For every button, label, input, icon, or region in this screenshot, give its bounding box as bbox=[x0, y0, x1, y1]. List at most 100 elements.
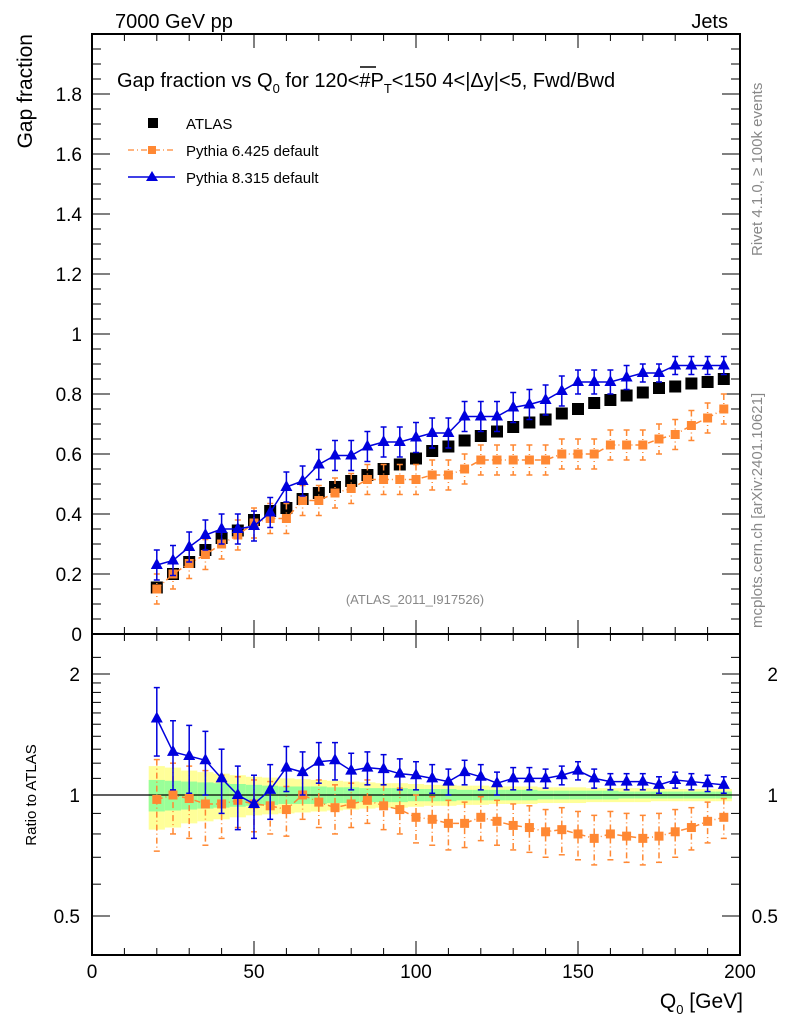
pythia6-ratio-point bbox=[622, 831, 632, 841]
pythia8-mc-point bbox=[199, 528, 212, 539]
x-label-sub: 0 bbox=[676, 1002, 683, 1017]
pythia6-mc-point bbox=[395, 475, 405, 484]
pythia8-ratio bbox=[150, 686, 730, 840]
pythia6-mc-point bbox=[281, 514, 291, 523]
pythia6-mc-point bbox=[330, 488, 340, 498]
pythia8-ratio-point bbox=[296, 765, 309, 777]
pythia8-mc-point bbox=[685, 358, 698, 370]
x-tick-labels: 0 50 100 150 200 bbox=[87, 962, 756, 983]
atlas-data-point bbox=[636, 386, 649, 399]
pythia8-ratio-point bbox=[491, 776, 503, 788]
pythia6-mc-line bbox=[156, 408, 725, 590]
atlas-data-point bbox=[555, 407, 568, 420]
pythia6-ratio-point bbox=[638, 833, 648, 843]
pythia8-ratio-point bbox=[669, 772, 682, 784]
pythia8-ratio-point bbox=[410, 768, 422, 780]
atlas-data-point bbox=[588, 397, 601, 409]
pythia6-mc-point bbox=[670, 430, 680, 439]
title-pbar: P bbox=[370, 70, 383, 92]
atlas-data-point bbox=[474, 430, 487, 442]
pythia6-ratio-point bbox=[362, 795, 372, 805]
pythia6-ratio-point bbox=[492, 816, 502, 826]
x-tick-label: 150 bbox=[562, 962, 594, 983]
pythia6-ratio-point bbox=[460, 818, 470, 828]
pythia6-ratio-point bbox=[200, 799, 210, 809]
pythia6-ratio-point bbox=[541, 827, 551, 837]
atlas-data-point bbox=[539, 413, 552, 426]
pythia8-mc-point bbox=[264, 505, 277, 517]
pythia6-ratio-point bbox=[670, 827, 680, 837]
pythia8-mc-point bbox=[701, 358, 714, 370]
atlas-data-point bbox=[620, 389, 633, 402]
pythia8-mc-point bbox=[491, 409, 503, 421]
header-left: 7000 GeV pp bbox=[115, 11, 233, 33]
atlas-data-point bbox=[572, 403, 584, 415]
title-part-a: Gap fraction vs Q bbox=[117, 70, 273, 92]
y-tick-label: 1.2 bbox=[56, 265, 82, 286]
pythia8-ratio-point bbox=[653, 777, 665, 789]
pythia6-ratio-point bbox=[427, 814, 437, 824]
pythia8-ratio-point bbox=[539, 771, 552, 783]
main-series bbox=[150, 355, 730, 605]
svg-text:Gap fraction vs Q0 for 120<#PT: Gap fraction vs Q0 for 120<#PT<150 4<|Δy… bbox=[117, 70, 615, 96]
pythia8-mc-point bbox=[507, 400, 520, 412]
atlas-data-point bbox=[669, 380, 682, 393]
pythia8-mc-point bbox=[280, 480, 293, 491]
pythia6-mc-point bbox=[200, 550, 210, 559]
pythia8-mc-point bbox=[393, 435, 406, 446]
pythia6-ratio-point bbox=[443, 818, 453, 828]
rivet-label: Rivet 4.1.0, ≥ 100k events bbox=[749, 83, 766, 256]
pythia6-ratio-point bbox=[557, 825, 567, 835]
x-axis-label: Q0 [GeV] bbox=[660, 990, 743, 1017]
pythia6-ratio-point bbox=[346, 799, 356, 809]
y-tick-label: 1.4 bbox=[56, 205, 83, 226]
pythia8-mc-point bbox=[410, 430, 422, 442]
pythia8-mc-point bbox=[296, 474, 309, 485]
pythia6-mc-point bbox=[298, 496, 308, 505]
pythia6-mc-point bbox=[443, 470, 453, 480]
atlas-data-point bbox=[717, 373, 730, 385]
legend-item-atlas: ATLAS bbox=[148, 116, 232, 133]
pythia8-mc-point bbox=[539, 393, 552, 404]
pythia6-mc bbox=[152, 393, 729, 605]
legend-marker-pythia6 bbox=[148, 146, 156, 154]
atlas-data-point bbox=[701, 376, 714, 388]
ratio-y-tick-label-right: 1 bbox=[767, 786, 778, 807]
pythia8-ratio-point bbox=[474, 769, 487, 781]
pythia6-mc-point bbox=[492, 455, 502, 465]
ratio-y-tick-label-right: 0.5 bbox=[752, 907, 778, 928]
main-title: Gap fraction vs Q0 for 120<#PT<150 4<|Δy… bbox=[117, 66, 615, 96]
title-sub-t: T bbox=[384, 81, 392, 96]
pythia8-ratio-point bbox=[442, 774, 455, 786]
pythia8-ratio-point bbox=[183, 749, 196, 761]
pythia6-ratio-point bbox=[314, 797, 324, 807]
pythia6-mc-point bbox=[573, 449, 583, 459]
pythia6-mc-point bbox=[508, 455, 518, 465]
legend-label-atlas: ATLAS bbox=[186, 116, 232, 133]
pythia8-ratio-point bbox=[199, 753, 212, 765]
pythia6-mc-point bbox=[524, 455, 534, 465]
y-tick-label: 0.4 bbox=[56, 505, 83, 526]
pythia6-ratio-point bbox=[168, 790, 178, 800]
pythia8-mc-point bbox=[717, 358, 730, 370]
pythia6-ratio-point bbox=[411, 812, 421, 822]
pythia8-ratio-point bbox=[312, 754, 325, 766]
ratio-panel: 0.5 0.5 1 1 2 2 0 50 100 150 200 Ratio to ATLAS Q… bbox=[23, 633, 778, 1017]
pythia6-ratio-point bbox=[589, 833, 599, 843]
pythia8-ratio-point bbox=[588, 771, 601, 783]
pythia6-ratio-point bbox=[152, 794, 162, 804]
pythia8-ratio-point bbox=[507, 771, 520, 783]
pythia6-mc-point bbox=[152, 584, 162, 594]
pythia8-ratio-point bbox=[717, 777, 730, 789]
x-tick-label: 0 bbox=[87, 962, 98, 983]
pythia6-ratio-point bbox=[379, 801, 389, 811]
pythia8-mc-point bbox=[474, 409, 487, 421]
pythia8-mc-point bbox=[669, 358, 682, 370]
x-tick-label: 200 bbox=[724, 962, 756, 983]
x-tick-label: 100 bbox=[400, 962, 432, 983]
pythia8-ratio-point bbox=[248, 796, 260, 808]
pythia6-mc-point bbox=[719, 404, 729, 414]
pythia6-ratio-point bbox=[330, 803, 340, 813]
pythia8-mc-point bbox=[588, 375, 601, 386]
